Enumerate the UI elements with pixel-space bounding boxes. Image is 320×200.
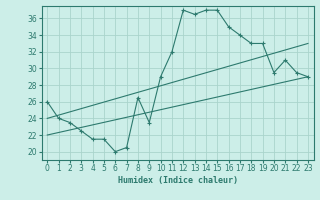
X-axis label: Humidex (Indice chaleur): Humidex (Indice chaleur) [118,176,237,185]
